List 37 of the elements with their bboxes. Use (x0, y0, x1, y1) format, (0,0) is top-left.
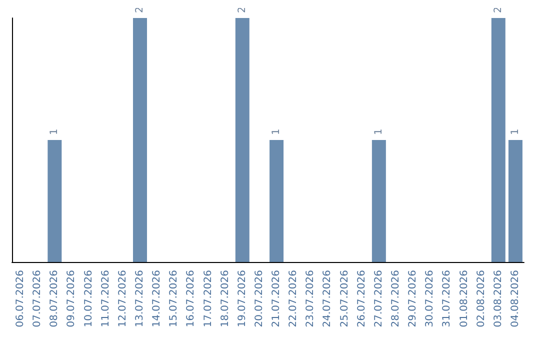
data-label: 1 (271, 128, 282, 135)
data-label: 1 (373, 128, 384, 135)
data-label: 1 (49, 128, 60, 135)
data-label: 2 (492, 6, 504, 13)
x-tick-label: 13.07.2026 (134, 270, 146, 328)
x-tick-label: 04.08.2026 (510, 270, 521, 328)
x-tick-label: 28.07.2026 (390, 270, 402, 328)
x-tick-label: 23.07.2026 (305, 270, 316, 328)
x-tick-label: 29.07.2026 (408, 270, 419, 328)
x-tick-label: 07.07.2026 (32, 270, 44, 328)
x-tick-label: 09.07.2026 (66, 270, 78, 328)
x-tick-label: 10.07.2026 (83, 270, 94, 328)
x-tick-label: 22.07.2026 (288, 270, 300, 328)
x-tick-label: 03.08.2026 (492, 270, 504, 328)
x-tick-label: 25.07.2026 (339, 270, 350, 328)
data-label: 2 (134, 6, 146, 13)
x-tick-label: 30.07.2026 (424, 270, 436, 328)
x-tick-label: 17.07.2026 (202, 270, 214, 328)
x-tick-label: 12.07.2026 (117, 270, 128, 328)
x-tick-label: 24.07.2026 (322, 270, 334, 328)
data-label: 2 (236, 6, 248, 13)
x-tick-label: 11.07.2026 (100, 270, 112, 328)
x-tick-label: 26.07.2026 (356, 270, 368, 328)
x-tick-label: 21.07.2026 (271, 270, 282, 328)
x-tick-label: 31.07.2026 (442, 270, 453, 328)
x-tick-label: 08.07.2026 (49, 270, 60, 328)
x-tick-label: 06.07.2026 (15, 270, 26, 328)
x-tick-label: 16.07.2026 (186, 270, 197, 328)
x-tick-label: 27.07.2026 (373, 270, 384, 328)
x-tick-label: 02.08.2026 (476, 270, 487, 328)
x-tick-label: 01.08.2026 (458, 270, 470, 328)
x-tick-label: 20.07.2026 (254, 270, 265, 328)
x-tick-label: 19.07.2026 (236, 270, 248, 328)
x-tick-label: 18.07.2026 (220, 270, 231, 328)
x-tick-label: 14.07.2026 (152, 270, 163, 328)
x-tick-label: 15.07.2026 (168, 270, 180, 328)
data-label: 1 (510, 128, 521, 135)
